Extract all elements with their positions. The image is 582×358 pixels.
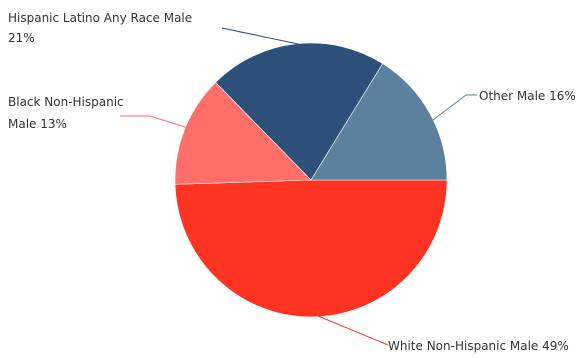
pie-slice-black-non-hispanic-male[interactable] [174, 81, 312, 185]
leader-line-black-non-hispanic-male [120, 115, 189, 129]
pie-slices [174, 42, 448, 318]
leader-line-other-male [432, 94, 477, 121]
slice-label-black-non-hispanic-male: Black Non-Hispanic Male 13% [8, 95, 127, 131]
pie-slice-other-male[interactable] [310, 63, 448, 181]
pie-slice-white-non-hispanic-male[interactable] [174, 179, 448, 318]
slice-label-hispanic-latino-male: Hispanic Latino Any Race Male 21% [8, 11, 196, 45]
slice-label-white-non-hispanic-male: White Non-Hispanic Male 49% [388, 339, 569, 353]
label-leader-lines [120, 27, 477, 346]
leader-line-white-non-hispanic-male [317, 315, 389, 346]
leader-line-hispanic-latino-male [221, 27, 301, 46]
slice-label-other-male: Other Male 16% [479, 89, 576, 103]
